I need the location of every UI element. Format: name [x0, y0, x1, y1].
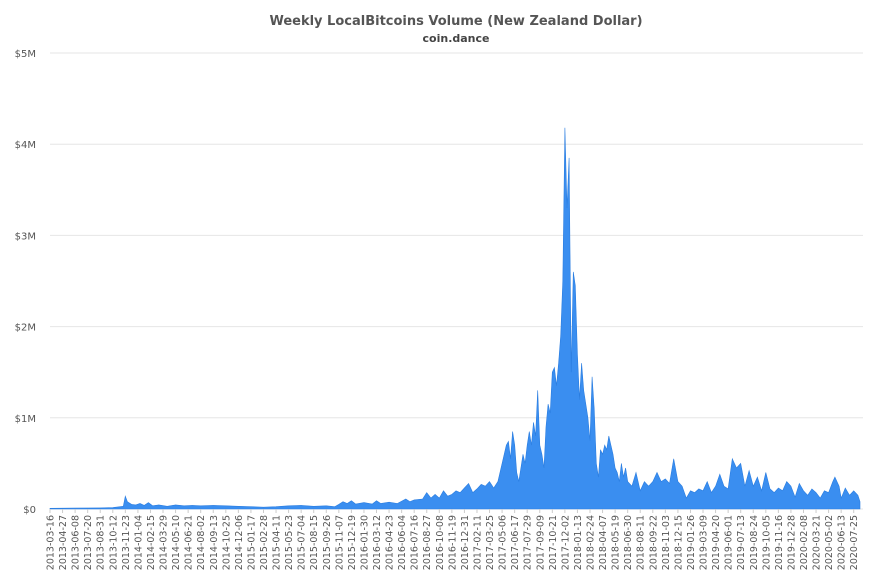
x-tick-label: 2019-11-16: [774, 515, 785, 570]
x-tick-label: 2017-09-09: [535, 515, 546, 570]
x-tick-label: 2016-07-16: [410, 515, 421, 570]
x-tick-label: 2018-12-15: [673, 515, 684, 570]
x-tick-label: 2016-06-04: [397, 515, 408, 570]
x-tick-label: 2013-06-08: [71, 515, 82, 570]
x-tick-label: 2014-03-29: [159, 515, 170, 570]
x-tick-label: 2017-02-11: [473, 515, 484, 570]
x-tick-label: 2019-12-28: [786, 515, 797, 570]
x-tick-label: 2017-03-25: [485, 515, 496, 570]
x-tick-label: 2018-08-11: [636, 515, 647, 570]
x-tick-label: 2015-01-17: [246, 515, 257, 570]
x-tick-label: 2018-04-07: [598, 515, 609, 570]
x-tick-label: 2013-03-16: [46, 515, 57, 570]
x-tick-label: 2017-12-02: [560, 515, 571, 570]
x-tick-label: 2016-03-12: [372, 515, 383, 570]
x-tick-label: 2020-05-02: [824, 515, 835, 570]
volume-area: [49, 127, 861, 510]
x-tick-label: 2015-04-11: [272, 515, 283, 570]
x-axis-ticks: 2013-03-16 2013-04-27 2013-06-08 2013-07-20…: [46, 509, 860, 570]
y-tick-label: $1M: [15, 414, 36, 425]
y-tick-label: $3M: [15, 231, 36, 242]
x-tick-label: 2014-12-06: [234, 515, 245, 570]
x-tick-label: 2018-01-13: [573, 515, 584, 570]
y-tick-label: $2M: [15, 323, 36, 334]
x-tick-label: 2020-06-13: [837, 515, 848, 570]
y-axis-ticks: $0 $1M $2M $3M $4M $5M: [15, 49, 36, 516]
x-tick-label: 2014-02-15: [146, 515, 157, 570]
x-tick-label: 2020-02-08: [799, 515, 810, 570]
x-tick-label: 2015-12-19: [347, 515, 358, 570]
x-tick-label: 2017-06-17: [510, 515, 521, 570]
x-tick-label: 2015-09-26: [322, 515, 333, 570]
x-tick-label: 2013-08-31: [96, 515, 107, 570]
x-tick-label: 2014-05-10: [171, 515, 182, 570]
x-tick-label: 2015-11-07: [334, 515, 345, 570]
x-tick-label: 2018-06-30: [623, 515, 634, 570]
x-tick-label: 2019-08-24: [749, 515, 760, 570]
x-tick-label: 2016-01-30: [360, 515, 371, 570]
x-tick-label: 2013-07-20: [83, 515, 94, 570]
x-tick-label: 2019-01-26: [686, 515, 697, 570]
x-tick-label: 2014-10-25: [221, 515, 232, 570]
x-tick-label: 2016-11-19: [447, 515, 458, 570]
x-tick-label: 2015-07-04: [297, 515, 308, 570]
chart-subtitle: coin.dance: [422, 32, 490, 45]
x-tick-label: 2016-08-27: [422, 515, 433, 570]
x-tick-label: 2016-10-08: [435, 515, 446, 570]
x-tick-label: 2015-02-28: [259, 515, 270, 570]
gridlines: [50, 52, 863, 510]
x-tick-label: 2019-04-20: [711, 515, 722, 570]
x-tick-label: 2017-10-21: [548, 515, 559, 570]
x-tick-label: 2017-07-29: [523, 515, 534, 570]
x-tick-label: 2014-01-04: [133, 515, 144, 570]
x-tick-label: 2018-11-03: [661, 515, 672, 570]
x-tick-label: 2015-05-23: [284, 515, 295, 570]
x-tick-label: 2017-05-06: [498, 515, 509, 570]
x-tick-label: 2018-05-19: [611, 515, 622, 570]
x-tick-label: 2013-10-12: [108, 515, 119, 570]
x-tick-label: 2015-08-15: [309, 515, 320, 570]
x-tick-label: 2018-09-22: [648, 515, 659, 570]
x-tick-label: 2019-07-13: [736, 515, 747, 570]
x-tick-label: 2016-12-31: [460, 515, 471, 570]
x-tick-label: 2019-03-09: [699, 515, 710, 570]
x-tick-label: 2019-06-01: [724, 515, 735, 570]
y-tick-label: $5M: [15, 49, 36, 60]
x-tick-label: 2020-07-25: [849, 515, 860, 570]
series-area: [49, 127, 861, 510]
x-tick-label: 2018-02-24: [586, 515, 597, 570]
x-tick-label: 2019-10-05: [761, 515, 772, 570]
x-tick-label: 2014-06-21: [184, 515, 195, 570]
x-tick-label: 2014-08-02: [196, 515, 207, 570]
y-tick-label: $4M: [15, 140, 36, 151]
x-tick-label: 2013-04-27: [58, 515, 69, 570]
x-tick-label: 2020-03-21: [812, 515, 823, 570]
y-tick-label: $0: [23, 505, 36, 516]
chart-title: Weekly LocalBitcoins Volume (New Zealand…: [269, 14, 643, 29]
x-tick-label: 2016-04-23: [385, 515, 396, 570]
x-tick-label: 2014-09-13: [209, 515, 220, 570]
x-tick-label: 2013-11-23: [121, 515, 132, 570]
